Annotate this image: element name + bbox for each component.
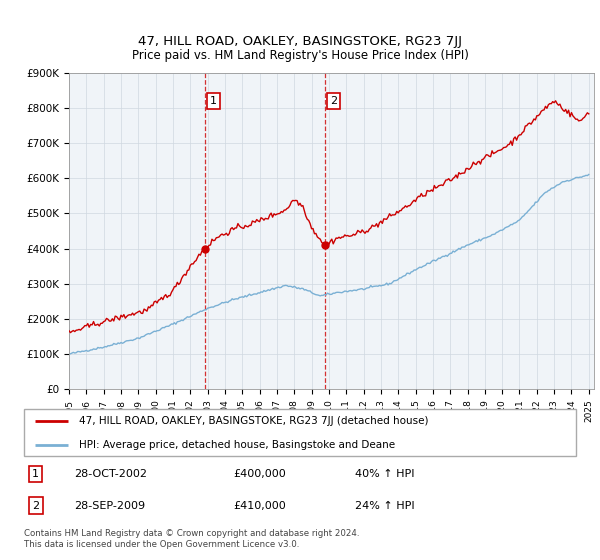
Text: 24% ↑ HPI: 24% ↑ HPI xyxy=(355,501,415,511)
Text: HPI: Average price, detached house, Basingstoke and Deane: HPI: Average price, detached house, Basi… xyxy=(79,440,395,450)
Text: Price paid vs. HM Land Registry's House Price Index (HPI): Price paid vs. HM Land Registry's House … xyxy=(131,49,469,63)
Text: £400,000: £400,000 xyxy=(234,469,287,479)
Text: 28-OCT-2002: 28-OCT-2002 xyxy=(74,469,146,479)
Text: £410,000: £410,000 xyxy=(234,501,287,511)
FancyBboxPatch shape xyxy=(24,409,576,456)
Text: 47, HILL ROAD, OAKLEY, BASINGSTOKE, RG23 7JJ: 47, HILL ROAD, OAKLEY, BASINGSTOKE, RG23… xyxy=(138,35,462,49)
Text: 47, HILL ROAD, OAKLEY, BASINGSTOKE, RG23 7JJ (detached house): 47, HILL ROAD, OAKLEY, BASINGSTOKE, RG23… xyxy=(79,416,428,426)
Text: 2: 2 xyxy=(330,96,337,106)
Text: 2: 2 xyxy=(32,501,40,511)
Text: 40% ↑ HPI: 40% ↑ HPI xyxy=(355,469,415,479)
Text: 1: 1 xyxy=(210,96,217,106)
Text: 28-SEP-2009: 28-SEP-2009 xyxy=(74,501,145,511)
Text: Contains HM Land Registry data © Crown copyright and database right 2024.
This d: Contains HM Land Registry data © Crown c… xyxy=(24,529,359,549)
Text: 1: 1 xyxy=(32,469,39,479)
